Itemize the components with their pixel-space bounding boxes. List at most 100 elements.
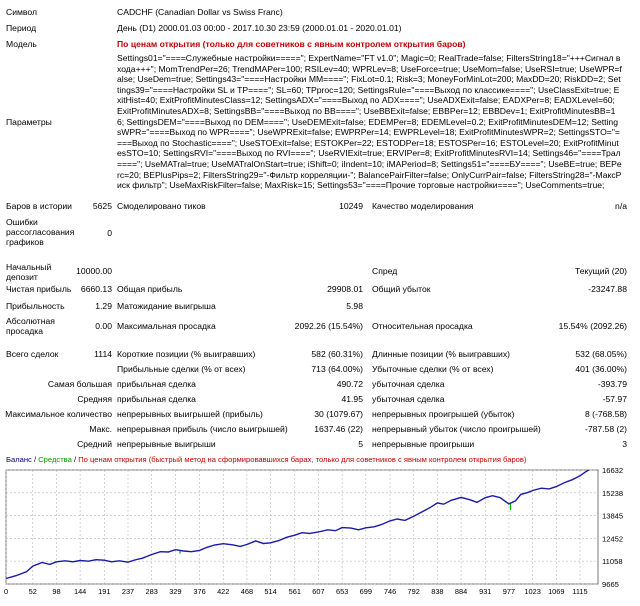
deposit-value: 10000.00 bbox=[76, 266, 112, 276]
x-tick-label: 52 bbox=[29, 587, 37, 596]
symbol-label: Символ bbox=[6, 7, 37, 17]
gross-profit-label: Общая прибыль bbox=[117, 284, 183, 294]
max-consec2-loss-label: непрерывный убыток (число проигрышей) bbox=[372, 424, 541, 434]
long-pos-value: 532 (68.05%) bbox=[575, 349, 627, 359]
x-tick-label: 653 bbox=[336, 587, 348, 596]
expected-payoff-value: 5.98 bbox=[346, 301, 363, 311]
chart-legend: Баланс / Средства / По ценам открытия (б… bbox=[6, 455, 526, 464]
x-tick-label: 237 bbox=[122, 587, 134, 596]
x-tick-label: 0 bbox=[4, 587, 8, 596]
x-tick-label: 746 bbox=[384, 587, 396, 596]
gross-profit-value: 29908.01 bbox=[327, 284, 363, 294]
net-profit-value: 6660.13 bbox=[80, 284, 112, 294]
average-label: Средняя bbox=[77, 394, 112, 404]
avg-consec-loss-value: 3 bbox=[622, 439, 627, 449]
quality-value: n/a bbox=[615, 201, 627, 211]
rel-drawdown-label: Относительная просадка bbox=[372, 321, 473, 331]
x-tick-label: 838 bbox=[431, 587, 443, 596]
symbol-value: CADCHF (Canadian Dollar vs Swiss Franc) bbox=[117, 7, 283, 17]
largest-loss-value: -393.79 bbox=[597, 379, 627, 389]
total-trades-value: 1114 bbox=[94, 349, 112, 359]
max-consec2-profit-label: непрерывная прибыль (число выигрышей) bbox=[117, 424, 288, 434]
x-tick-label: 514 bbox=[264, 587, 276, 596]
balance-line bbox=[5, 469, 590, 580]
legend-note: По ценам открытия (быстрый метод на сфор… bbox=[78, 455, 527, 464]
spread-label: Спред bbox=[372, 266, 398, 276]
x-tick-label: 607 bbox=[312, 587, 324, 596]
x-tick-label: 144 bbox=[74, 587, 86, 596]
y-tick-label: 11058 bbox=[602, 557, 623, 566]
net-profit-label: Чистая прибыль bbox=[6, 284, 72, 294]
largest-profit-value: 490.72 bbox=[336, 379, 363, 389]
y-tick-label: 16632 bbox=[602, 466, 623, 475]
x-tick-label: 191 bbox=[98, 587, 110, 596]
max-consec-profit-value: 30 (1079.67) bbox=[314, 409, 363, 419]
y-tick-label: 9665 bbox=[602, 580, 619, 589]
max-consec2-profit-value: 1637.46 (22) bbox=[314, 424, 363, 434]
period-value: День (D1) 2000.01.03 00:00 - 2017.10.30 … bbox=[117, 23, 402, 33]
ticks-value: 10249 bbox=[339, 201, 363, 211]
total-trades-label: Всего сделок bbox=[6, 349, 59, 359]
x-tick-label: 977 bbox=[503, 587, 515, 596]
long-pos-label: Длинные позиции (% выигравших) bbox=[372, 349, 511, 359]
abs-drawdown-value: 0.00 bbox=[95, 321, 112, 331]
bars-value: 5625 bbox=[92, 201, 112, 211]
average-profit-value: 41.95 bbox=[341, 394, 363, 404]
loss-trades-label: Убыточные сделки (% от всех) bbox=[372, 364, 494, 374]
avg-consec-label: Средний bbox=[77, 439, 112, 449]
largest-profit-label: прибыльная сделка bbox=[117, 379, 196, 389]
x-tick-label: 422 bbox=[217, 587, 229, 596]
max-consec-loss-label: непрерывных проигрышей (убыток) bbox=[372, 409, 515, 419]
rel-drawdown-value: 15.54% (2092.26) bbox=[558, 321, 627, 331]
y-tick-label: 13845 bbox=[602, 512, 623, 521]
legend-sep2: / bbox=[71, 455, 79, 464]
x-tick-label: 1069 bbox=[548, 587, 564, 596]
x-tick-label: 468 bbox=[241, 587, 253, 596]
max-consec-label: Максимальное количество bbox=[5, 409, 112, 419]
average-loss-label: убыточная сделка bbox=[372, 394, 445, 404]
x-tick-label: 283 bbox=[146, 587, 158, 596]
x-tick-label: 376 bbox=[193, 587, 205, 596]
x-tick-label: 98 bbox=[52, 587, 60, 596]
max-consec2-label: Макс. bbox=[89, 424, 112, 434]
model-label: Модель bbox=[6, 39, 37, 49]
avg-consec-profit-label: непрерывные выигрыши bbox=[117, 439, 216, 449]
avg-consec-profit-value: 5 bbox=[358, 439, 363, 449]
y-tick-label: 15238 bbox=[602, 489, 623, 498]
x-tick-label: 699 bbox=[360, 587, 372, 596]
average-loss-value: -57.97 bbox=[602, 394, 627, 404]
balance-chart: 16632 15238 13845 12452 11058 9665 0 52 98 144 191… bbox=[4, 466, 623, 596]
legend-equity: Средства bbox=[38, 455, 72, 464]
expected-payoff-label: Матожидание выигрыша bbox=[117, 301, 216, 311]
profit-trades-value: 713 (64.00%) bbox=[311, 364, 363, 374]
gross-loss-label: Общий убыток bbox=[372, 284, 431, 294]
params-label: Параметры bbox=[6, 117, 52, 127]
x-tick-label: 561 bbox=[289, 587, 301, 596]
profit-trades-label: Прибыльные сделки (% от всех) bbox=[117, 364, 246, 374]
errors-value: 0 bbox=[107, 228, 112, 238]
legend-sep: / bbox=[31, 455, 39, 464]
max-consec-profit-label: непрерывных выигрышей (прибыль) bbox=[117, 409, 263, 419]
x-tick-label: 1115 bbox=[572, 587, 587, 596]
ticks-label: Смоделировано тиков bbox=[117, 201, 206, 211]
model-value: По ценам открытия (только для советников… bbox=[117, 39, 466, 49]
short-pos-label: Короткие позиции (% выигравших) bbox=[117, 349, 256, 359]
errors-label: Ошибки рассогласования графиков bbox=[6, 217, 75, 247]
profit-factor-label: Прибыльность bbox=[6, 301, 65, 311]
largest-label: Самая большая bbox=[47, 379, 112, 389]
max-consec2-loss-value: -787.58 (2) bbox=[584, 424, 627, 434]
x-tick-label: 792 bbox=[408, 587, 420, 596]
deposit-label: Начальный депозит bbox=[6, 262, 52, 282]
x-tick-label: 1023 bbox=[524, 587, 540, 596]
params-value: Settings01="====Служебные настройки=====… bbox=[117, 53, 622, 191]
short-pos-value: 582 (60.31%) bbox=[311, 349, 363, 359]
largest-loss-label: убыточная сделка bbox=[372, 379, 445, 389]
abs-drawdown-label: Абсолютная просадка bbox=[6, 316, 55, 336]
quality-label: Качество моделирования bbox=[372, 201, 474, 211]
bars-label: Баров в истории bbox=[6, 201, 72, 211]
loss-trades-value: 401 (36.00%) bbox=[575, 364, 627, 374]
chart-frame bbox=[5, 469, 599, 585]
period-label: Период bbox=[6, 23, 37, 33]
x-tick-label: 884 bbox=[455, 587, 467, 596]
legend-balance: Баланс bbox=[6, 455, 32, 464]
